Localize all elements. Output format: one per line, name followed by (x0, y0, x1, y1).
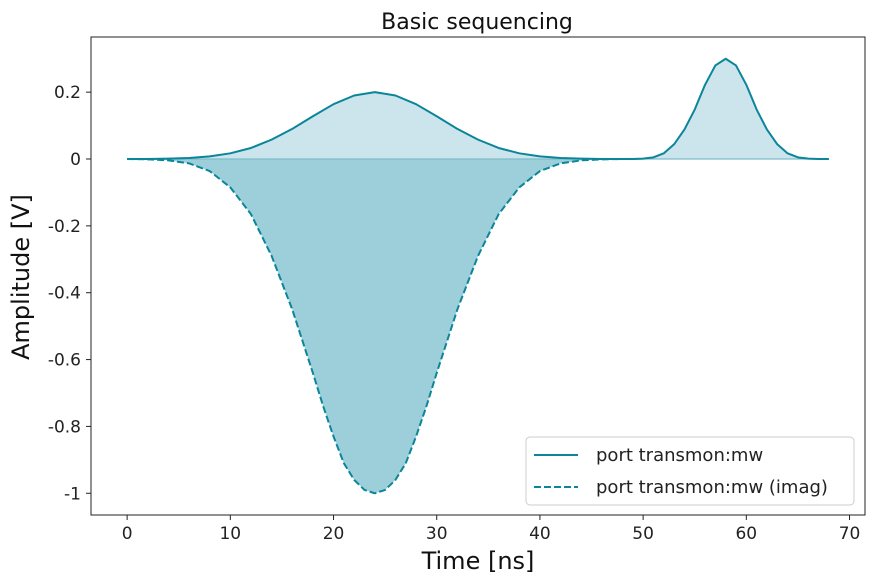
y-axis-label: Amplitude [V] (7, 194, 35, 360)
x-tick-label: 30 (426, 524, 448, 544)
y-tick-label: -0.8 (48, 417, 81, 437)
y-tick-label: -0.2 (48, 217, 81, 237)
legend-label-1: port transmon:mw (596, 445, 763, 466)
legend: port transmon:mw port transmon:mw (imag) (525, 436, 855, 506)
series-line-2 (127, 158, 623, 495)
legend-label-2: port transmon:mw (imag) (596, 477, 828, 498)
plot-frame (90, 36, 866, 516)
series-fill-1 (127, 58, 829, 160)
y-tick-label: 0.2 (54, 83, 81, 103)
x-tick-label: 0 (122, 524, 133, 544)
x-tick-label: 10 (219, 524, 241, 544)
x-tick-label: 40 (529, 524, 551, 544)
series-fill-2 (127, 159, 623, 494)
y-tick-label: -0.6 (48, 351, 81, 371)
plot-area (127, 57, 829, 495)
y-axis: 0.2 0 -0.2 -0.4 -0.6 -0.8 -1 (48, 83, 91, 504)
chart-title: Basic sequencing (381, 10, 573, 35)
x-tick-label: 20 (323, 524, 345, 544)
legend-box (525, 436, 855, 506)
x-tick-label: 50 (632, 524, 654, 544)
series-line-1 (127, 57, 829, 161)
x-axis: 0 10 20 30 40 50 60 70 (122, 515, 861, 544)
x-axis-label: Time [ns] (421, 547, 535, 575)
x-tick-label: 70 (839, 524, 861, 544)
y-tick-label: -0.4 (48, 284, 81, 304)
y-tick-label: 0 (70, 150, 81, 170)
y-tick-label: -1 (64, 484, 81, 504)
x-tick-label: 60 (735, 524, 757, 544)
